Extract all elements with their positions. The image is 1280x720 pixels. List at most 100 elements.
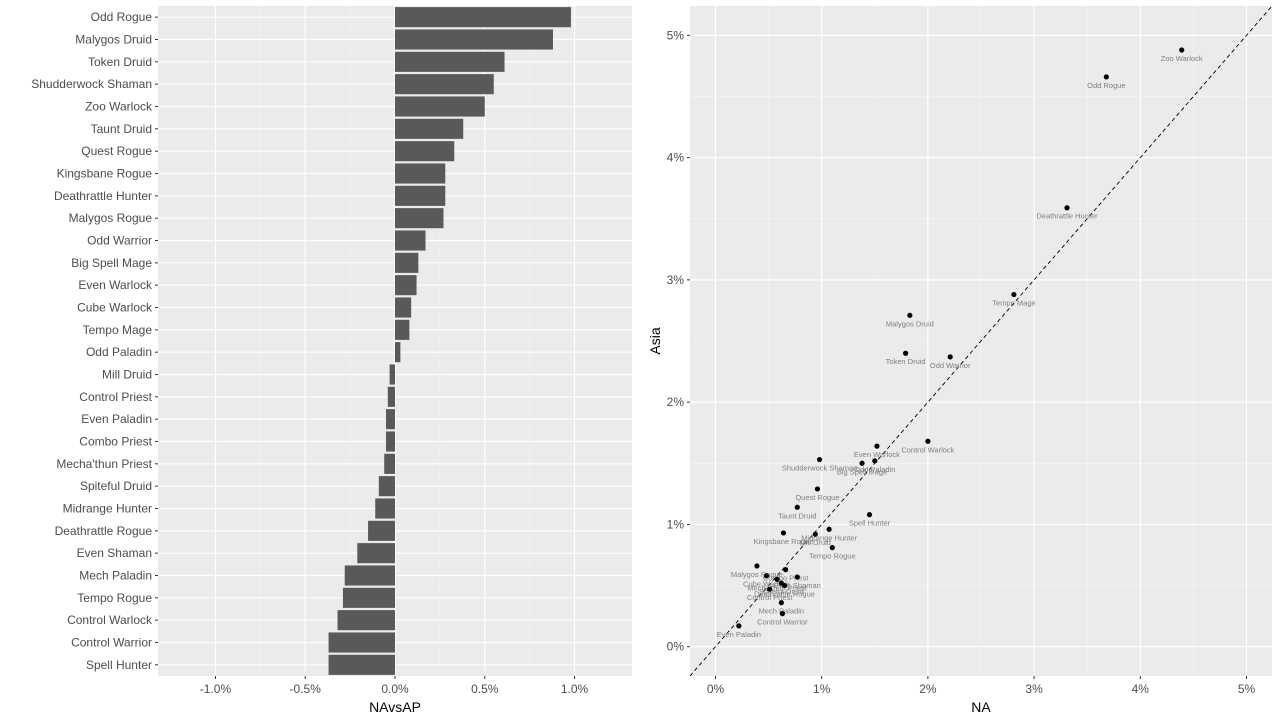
x-tick-label: 1.0% xyxy=(561,682,589,696)
scatter-point xyxy=(781,582,788,589)
scatter-point xyxy=(1011,291,1017,298)
point-label: Mill Druid xyxy=(800,538,831,547)
scatter-point xyxy=(782,567,789,573)
bar xyxy=(386,409,395,430)
category-label: Big Spell Mage xyxy=(71,256,152,270)
scatter-point xyxy=(794,504,800,510)
scatter-point xyxy=(767,586,773,592)
y-tick-label: 1% xyxy=(667,517,685,531)
category-label: Control Warrior xyxy=(71,636,152,650)
x-axis-title: NA xyxy=(971,699,991,715)
point-label: Taunt Druid xyxy=(778,511,816,520)
bar xyxy=(395,342,401,363)
y-axis-title: Asia xyxy=(647,327,663,354)
bar xyxy=(368,520,395,541)
scatter-point xyxy=(763,573,770,579)
category-label: Control Warlock xyxy=(67,613,153,627)
scatter-point xyxy=(947,354,953,360)
point-label: Token Druid xyxy=(886,357,926,366)
point-label: Even Paladin xyxy=(717,630,761,639)
scatter-point xyxy=(874,443,880,449)
bar xyxy=(386,431,395,452)
point-label: Spell Hunter xyxy=(849,519,891,528)
point-label: Malygos Druid xyxy=(886,319,934,328)
x-tick-label: 0% xyxy=(707,682,725,696)
category-label: Spell Hunter xyxy=(86,658,152,672)
bar xyxy=(328,632,395,653)
point-label: Malygos Rogue xyxy=(731,570,783,579)
category-label: Mecha'thun Priest xyxy=(56,457,152,471)
scatter-point xyxy=(780,530,787,536)
point-label: Kingsbane Rogue xyxy=(754,537,814,546)
point-label: Even Warlock xyxy=(854,450,900,459)
bar xyxy=(344,565,395,586)
category-label: Odd Paladin xyxy=(86,345,152,359)
scatter-point xyxy=(816,456,823,463)
scatter-point xyxy=(872,458,878,464)
point-label: Odd Paladin xyxy=(854,465,895,474)
bar xyxy=(357,543,395,564)
bar xyxy=(387,386,395,407)
category-label: Spiteful Druid xyxy=(80,479,152,493)
scatter-point xyxy=(1064,205,1070,211)
y-tick-label: 4% xyxy=(667,151,685,165)
category-label: Mech Paladin xyxy=(79,569,152,583)
bar xyxy=(375,498,395,519)
point-label: Deathrattle Hunter xyxy=(1036,212,1098,221)
point-label: Mecha'thun Priest xyxy=(747,583,808,592)
x-tick-label: 3% xyxy=(1025,682,1043,696)
bar xyxy=(395,7,571,28)
scatter-chart-panel: Zoo Warlock Odd Rogue Deathrattle Hunter Te… xyxy=(647,5,1273,715)
point-label: Even Shaman xyxy=(774,581,821,590)
category-label: Deathrattle Rogue xyxy=(55,524,153,538)
point-label: Tempo Mage xyxy=(992,299,1035,308)
bar xyxy=(395,275,417,296)
scatter-point xyxy=(829,545,835,551)
x-tick-label: 0.0% xyxy=(381,682,409,696)
scatter-point xyxy=(814,486,821,492)
scatter-point xyxy=(866,512,873,518)
category-label: Cube Warlock xyxy=(77,301,153,315)
point-label: Cube Warlock xyxy=(743,580,790,589)
category-label: Mill Druid xyxy=(102,368,152,382)
point-label: Control Warlock xyxy=(901,445,954,454)
x-tick-label: 0.5% xyxy=(471,682,499,696)
scatter-point xyxy=(736,623,742,629)
category-label: Odd Warrior xyxy=(87,234,152,248)
bar xyxy=(395,118,464,139)
category-label: Odd Rogue xyxy=(91,10,153,24)
category-label: Zoo Warlock xyxy=(85,100,153,114)
point-label: Quest Rogue xyxy=(795,493,839,502)
category-label: Combo Priest xyxy=(79,435,152,449)
x-tick-label: 5% xyxy=(1238,682,1256,696)
bar xyxy=(395,297,412,318)
point-label: Midrange Hunter xyxy=(801,533,857,542)
scatter-point xyxy=(826,526,832,532)
y-tick-label: 3% xyxy=(667,273,685,287)
bar xyxy=(395,51,505,72)
bar xyxy=(395,163,446,184)
bar-chart-panel: Odd Rogue Malygos Druid Token Druid Shudder… xyxy=(31,6,632,715)
scatter-point xyxy=(902,350,909,356)
bar xyxy=(395,185,446,206)
bar xyxy=(337,610,395,631)
category-label: Tempo Mage xyxy=(83,323,153,337)
y-tick-label: 2% xyxy=(667,395,685,409)
x-tick-label: -0.5% xyxy=(290,682,322,696)
bar xyxy=(395,252,419,273)
point-label: Deathrattle Rogue xyxy=(754,590,815,599)
point-label: Control Warrior xyxy=(757,618,808,627)
x-axis-title: NAvsAP xyxy=(369,699,421,715)
bar xyxy=(395,29,553,50)
scatter-point xyxy=(925,438,931,444)
scatter-point xyxy=(778,600,784,606)
category-label: Kingsbane Rogue xyxy=(57,167,153,181)
x-tick-label: 1% xyxy=(813,682,831,696)
x-tick-label: 2% xyxy=(919,682,937,696)
point-label: Odd Rogue xyxy=(1087,81,1125,90)
bar xyxy=(389,364,395,385)
scatter-point xyxy=(754,563,760,569)
scatter-point xyxy=(1103,74,1109,80)
bar xyxy=(395,96,485,117)
